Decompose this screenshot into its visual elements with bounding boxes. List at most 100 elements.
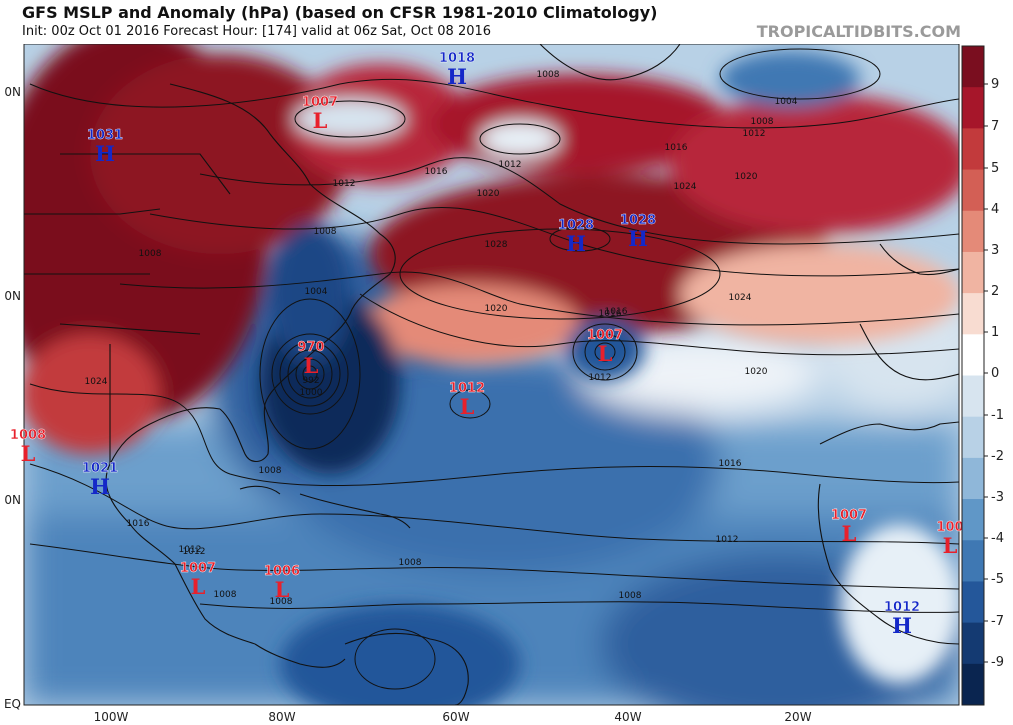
colorbar-label: 3 — [991, 243, 999, 258]
latitude-labels: 0N 0N 0N EQ — [4, 85, 21, 711]
pressure-letter: L — [598, 341, 613, 366]
isobar-label: 1016 — [425, 167, 448, 177]
colorbar-swatch — [962, 540, 984, 582]
colorbar-swatch — [962, 622, 984, 665]
pressure-value: 1007 — [180, 561, 216, 576]
pressure-value: 100 — [936, 520, 963, 535]
colorbar-label: 4 — [991, 202, 999, 217]
anomaly-field — [24, 44, 959, 705]
pressure-value: 1007 — [302, 95, 338, 110]
longitude-label: 40W — [614, 710, 641, 724]
colorbar-swatch — [962, 46, 984, 88]
colorbar-border — [961, 45, 985, 706]
isobar-label: 1012 — [716, 535, 739, 545]
colorbar-swatch — [962, 581, 984, 624]
colorbar-swatch — [962, 663, 984, 706]
colorbar-label: 5 — [991, 161, 999, 176]
brand-watermark[interactable]: TROPICALTIDBITS.COM — [756, 22, 961, 41]
isobar-label: 1020 — [485, 304, 508, 314]
colorbar-label: 9 — [991, 77, 999, 92]
latitude-label: EQ — [4, 697, 21, 711]
isobar-label: 1012 — [179, 545, 202, 555]
colorbar-label: 0 — [991, 366, 999, 381]
isobar-label: 1028 — [485, 240, 508, 250]
map-title: GFS MSLP and Anomaly (hPa) (based on CFS… — [22, 3, 658, 22]
isobar-label: 1016 — [599, 309, 622, 319]
isobar-label: 1004 — [775, 97, 798, 107]
pressure-value: 1012 — [884, 600, 920, 615]
colorbar-label: 7 — [991, 119, 999, 134]
isobar-label: 1008 — [139, 249, 162, 259]
pressure-value: 1018 — [439, 51, 475, 66]
pressure-value: 1028 — [620, 213, 656, 228]
pressure-letter: H — [566, 231, 586, 256]
colorbar-swatch — [962, 293, 984, 335]
pressure-value: 1031 — [87, 128, 123, 143]
colorbar-swatch — [962, 87, 984, 129]
pressure-value: 1008 — [10, 428, 46, 443]
isobar-label: 1024 — [85, 377, 108, 387]
isobar-label: 1024 — [674, 182, 697, 192]
pressure-value: 1028 — [558, 218, 594, 233]
longitude-label: 60W — [442, 710, 469, 724]
isobar-label: 1004 — [305, 287, 328, 297]
isobar-label: 1016 — [665, 143, 688, 153]
isobars — [29, 48, 959, 690]
colorbar: 9 7 5 4 3 2 1 0 -1 -2 -3 -4 -5 -7 -9 — [961, 45, 1004, 706]
isobar-label: 1008 — [537, 70, 560, 80]
pressure-letter: L — [460, 394, 475, 419]
pressure-letter: L — [191, 574, 206, 599]
pressure-value: 1012 — [449, 381, 485, 396]
isobar-label: 1008 — [270, 597, 293, 607]
pressure-value: 1006 — [264, 564, 300, 579]
pressure-value: 1007 — [587, 328, 623, 343]
isobar-label: 992 — [302, 376, 319, 386]
latitude-label: 0N — [4, 85, 21, 99]
isobar-label: 1016 — [719, 459, 742, 469]
longitude-label: 80W — [268, 710, 295, 724]
isobar-label: 1000 — [300, 388, 323, 398]
pressure-value: 1007 — [831, 508, 867, 523]
map-frame: 1008 1004 1008 1012 1016 1020 1024 1012 1016 1020… — [0, 44, 1013, 725]
pressure-letter: L — [842, 521, 857, 546]
isobar-label: 1020 — [745, 367, 768, 377]
pressure-letter: L — [313, 108, 328, 133]
map-svg: 1008100410081012101610201024101210161020… — [4, 44, 1004, 724]
colorbar-label: -7 — [991, 614, 1004, 629]
longitude-labels: 100W 80W 60W 40W 20W — [94, 710, 812, 724]
pressure-letter: H — [447, 64, 467, 89]
isobar-label: 1016 — [605, 307, 628, 317]
isobar-label: 1020 — [735, 172, 758, 182]
colorbar-swatch — [962, 457, 984, 500]
pressure-systems: 1018H1007L1031H1028H1028H970L1007L1012L1… — [10, 51, 964, 638]
map-subtitle: Init: 00z Oct 01 2016 Forecast Hour: [17… — [22, 24, 492, 39]
isobar-label: 1008 — [314, 227, 337, 237]
colorbar-swatch — [962, 210, 984, 253]
longitude-label: 100W — [94, 710, 129, 724]
pressure-letter: L — [842, 521, 857, 546]
pressure-letter: H — [90, 474, 110, 499]
colorbar-label: -4 — [991, 531, 1004, 546]
isobar-label: 1012 — [499, 160, 522, 170]
pressure-value: 970 — [297, 340, 324, 355]
isobar-labels: 1008 1004 1008 1012 1016 1020 1024 1012 1016 1020… — [85, 70, 798, 607]
pressure-letter: L — [943, 533, 958, 558]
colorbar-label: -1 — [991, 408, 1004, 423]
colorbar-label: -2 — [991, 449, 1004, 464]
colorbar-swatch — [962, 334, 984, 376]
colorbar-swatch — [962, 416, 984, 459]
colorbar-label: -3 — [991, 490, 1004, 505]
latitude-label: 0N — [4, 493, 21, 507]
pressure-letter: L — [275, 577, 290, 602]
